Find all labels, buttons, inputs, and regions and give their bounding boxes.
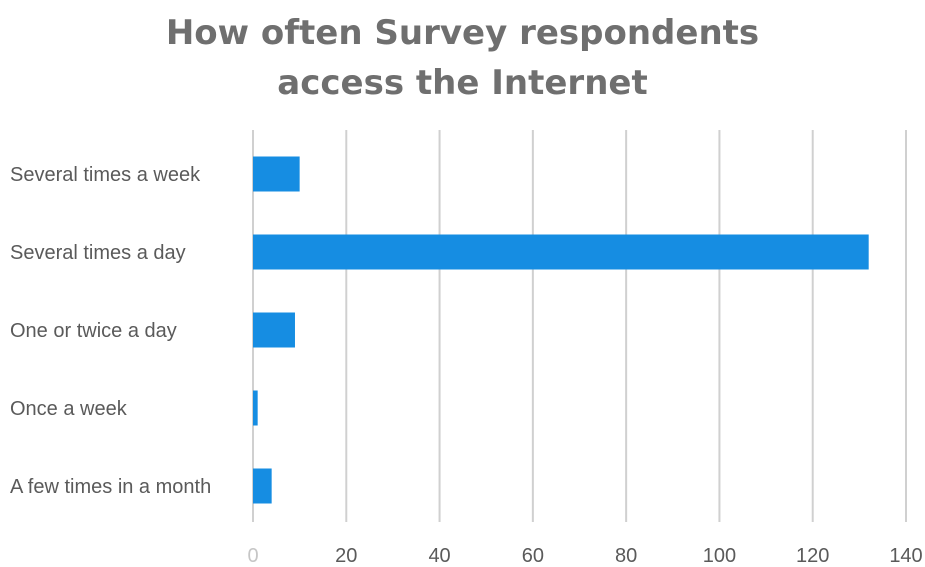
- x-tick-label-80: 80: [615, 545, 637, 567]
- bar-2: [253, 312, 295, 348]
- x-tick-label-40: 40: [428, 545, 450, 567]
- chart-title-line-2: access the Internet: [277, 63, 648, 103]
- bar-1: [253, 234, 869, 270]
- x-tick-label-0: 0: [247, 545, 258, 567]
- gridlines: [252, 130, 907, 522]
- category-labels: Several times a week Several times a day O…: [10, 164, 211, 498]
- category-label-3: Once a week: [10, 398, 128, 420]
- x-tick-label-60: 60: [522, 545, 544, 567]
- bar-3: [253, 390, 258, 426]
- category-label-2: One or twice a day: [10, 320, 177, 342]
- chart-title-line-1: How often Survey respondents: [165, 13, 760, 53]
- bars: [253, 156, 869, 504]
- bar-4: [253, 468, 272, 504]
- bar-0: [253, 156, 300, 192]
- category-label-1: Several times a day: [10, 242, 186, 264]
- x-axis-tick-labels: 0 20 40 60 80 100 120 140: [247, 545, 922, 567]
- category-label-0: Several times a week: [10, 164, 201, 186]
- category-label-4: A few times in a month: [10, 476, 211, 498]
- x-tick-label-20: 20: [335, 545, 357, 567]
- x-tick-label-140: 140: [889, 545, 922, 567]
- chart-title: How often Survey respondents access the …: [0, 8, 925, 108]
- x-tick-label-120: 120: [796, 545, 829, 567]
- x-tick-label-100: 100: [703, 545, 736, 567]
